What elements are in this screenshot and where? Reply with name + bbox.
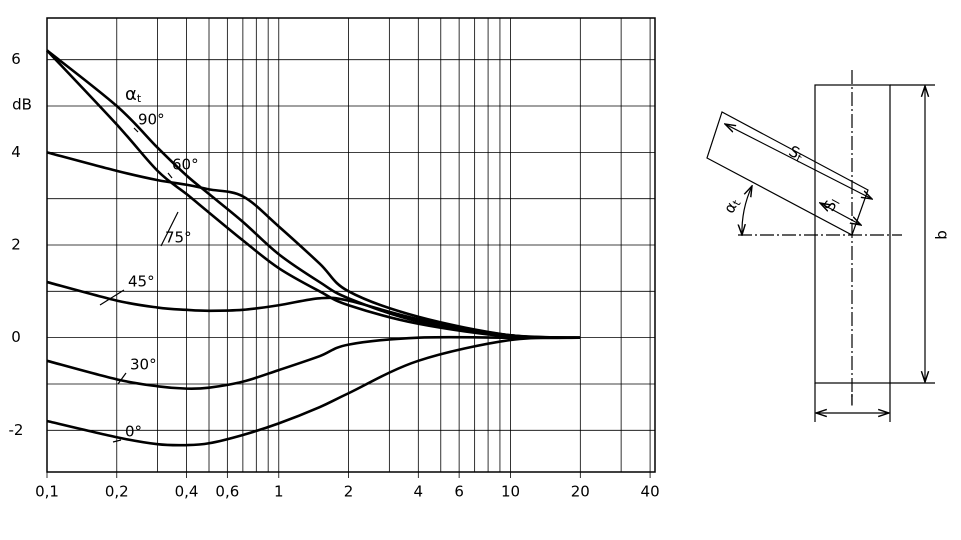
dimension-st bbox=[725, 124, 872, 199]
curve bbox=[46, 336, 581, 447]
angle-arc bbox=[742, 186, 752, 235]
y-unit: dB bbox=[12, 96, 32, 114]
x-tick-label: 40 bbox=[641, 483, 660, 501]
subscript: t bbox=[137, 92, 142, 105]
x-tick-label: 10 bbox=[501, 483, 520, 501]
leader-line bbox=[112, 439, 122, 443]
curve bbox=[46, 49, 581, 340]
x-tick-label: 6 bbox=[454, 483, 464, 501]
leader-line bbox=[117, 372, 127, 385]
y-tick-label: 0 bbox=[11, 328, 21, 346]
x-tick-label: 0,6 bbox=[215, 483, 239, 501]
symbol: α bbox=[125, 84, 137, 105]
st-label: St bbox=[785, 142, 807, 166]
curve bbox=[46, 151, 581, 339]
x-tick-label: 1 bbox=[274, 483, 284, 501]
curve bbox=[46, 335, 581, 391]
x-tick-label: 2 bbox=[344, 483, 354, 501]
leader-line bbox=[133, 127, 139, 133]
tilted-specimen bbox=[706, 111, 869, 236]
diagram: St Sl αt b l bbox=[706, 70, 951, 422]
chart: 0,1 0,2 0,4 0,6 1 2 4 6 10 20 40 -2 0 2 4 6 dB αt 0° 30° 45°… bbox=[9, 17, 660, 501]
y-tick-label: 2 bbox=[11, 236, 21, 254]
y-tick-label: 6 bbox=[11, 50, 21, 68]
x-tick-label: 0,2 bbox=[105, 483, 129, 501]
x-tick-label: 4 bbox=[414, 483, 424, 501]
sl-label: Sl bbox=[820, 194, 843, 214]
alpha-label: αt bbox=[720, 194, 744, 216]
y-tick-label: 4 bbox=[11, 143, 21, 161]
x-tick-label: 0,4 bbox=[175, 483, 199, 501]
curve bbox=[46, 49, 581, 339]
curve-label: 75° bbox=[165, 229, 192, 247]
curve-label: 45° bbox=[128, 273, 155, 291]
leader-line bbox=[160, 211, 179, 247]
curve-label: 0° bbox=[125, 423, 142, 441]
leader-line bbox=[167, 172, 173, 179]
curve-label: 30° bbox=[130, 356, 157, 374]
y-tick-label: -2 bbox=[9, 421, 24, 439]
l-label: l bbox=[850, 392, 854, 410]
dimension-sl bbox=[820, 203, 861, 225]
b-label: b bbox=[933, 230, 951, 240]
x-tick-label: 0,1 bbox=[35, 483, 59, 501]
curve-group-label: αt bbox=[125, 84, 142, 105]
plot-frame bbox=[46, 17, 656, 473]
x-tick-label: 20 bbox=[571, 483, 590, 501]
leader-line bbox=[99, 289, 125, 306]
curve-label: 90° bbox=[138, 111, 165, 129]
